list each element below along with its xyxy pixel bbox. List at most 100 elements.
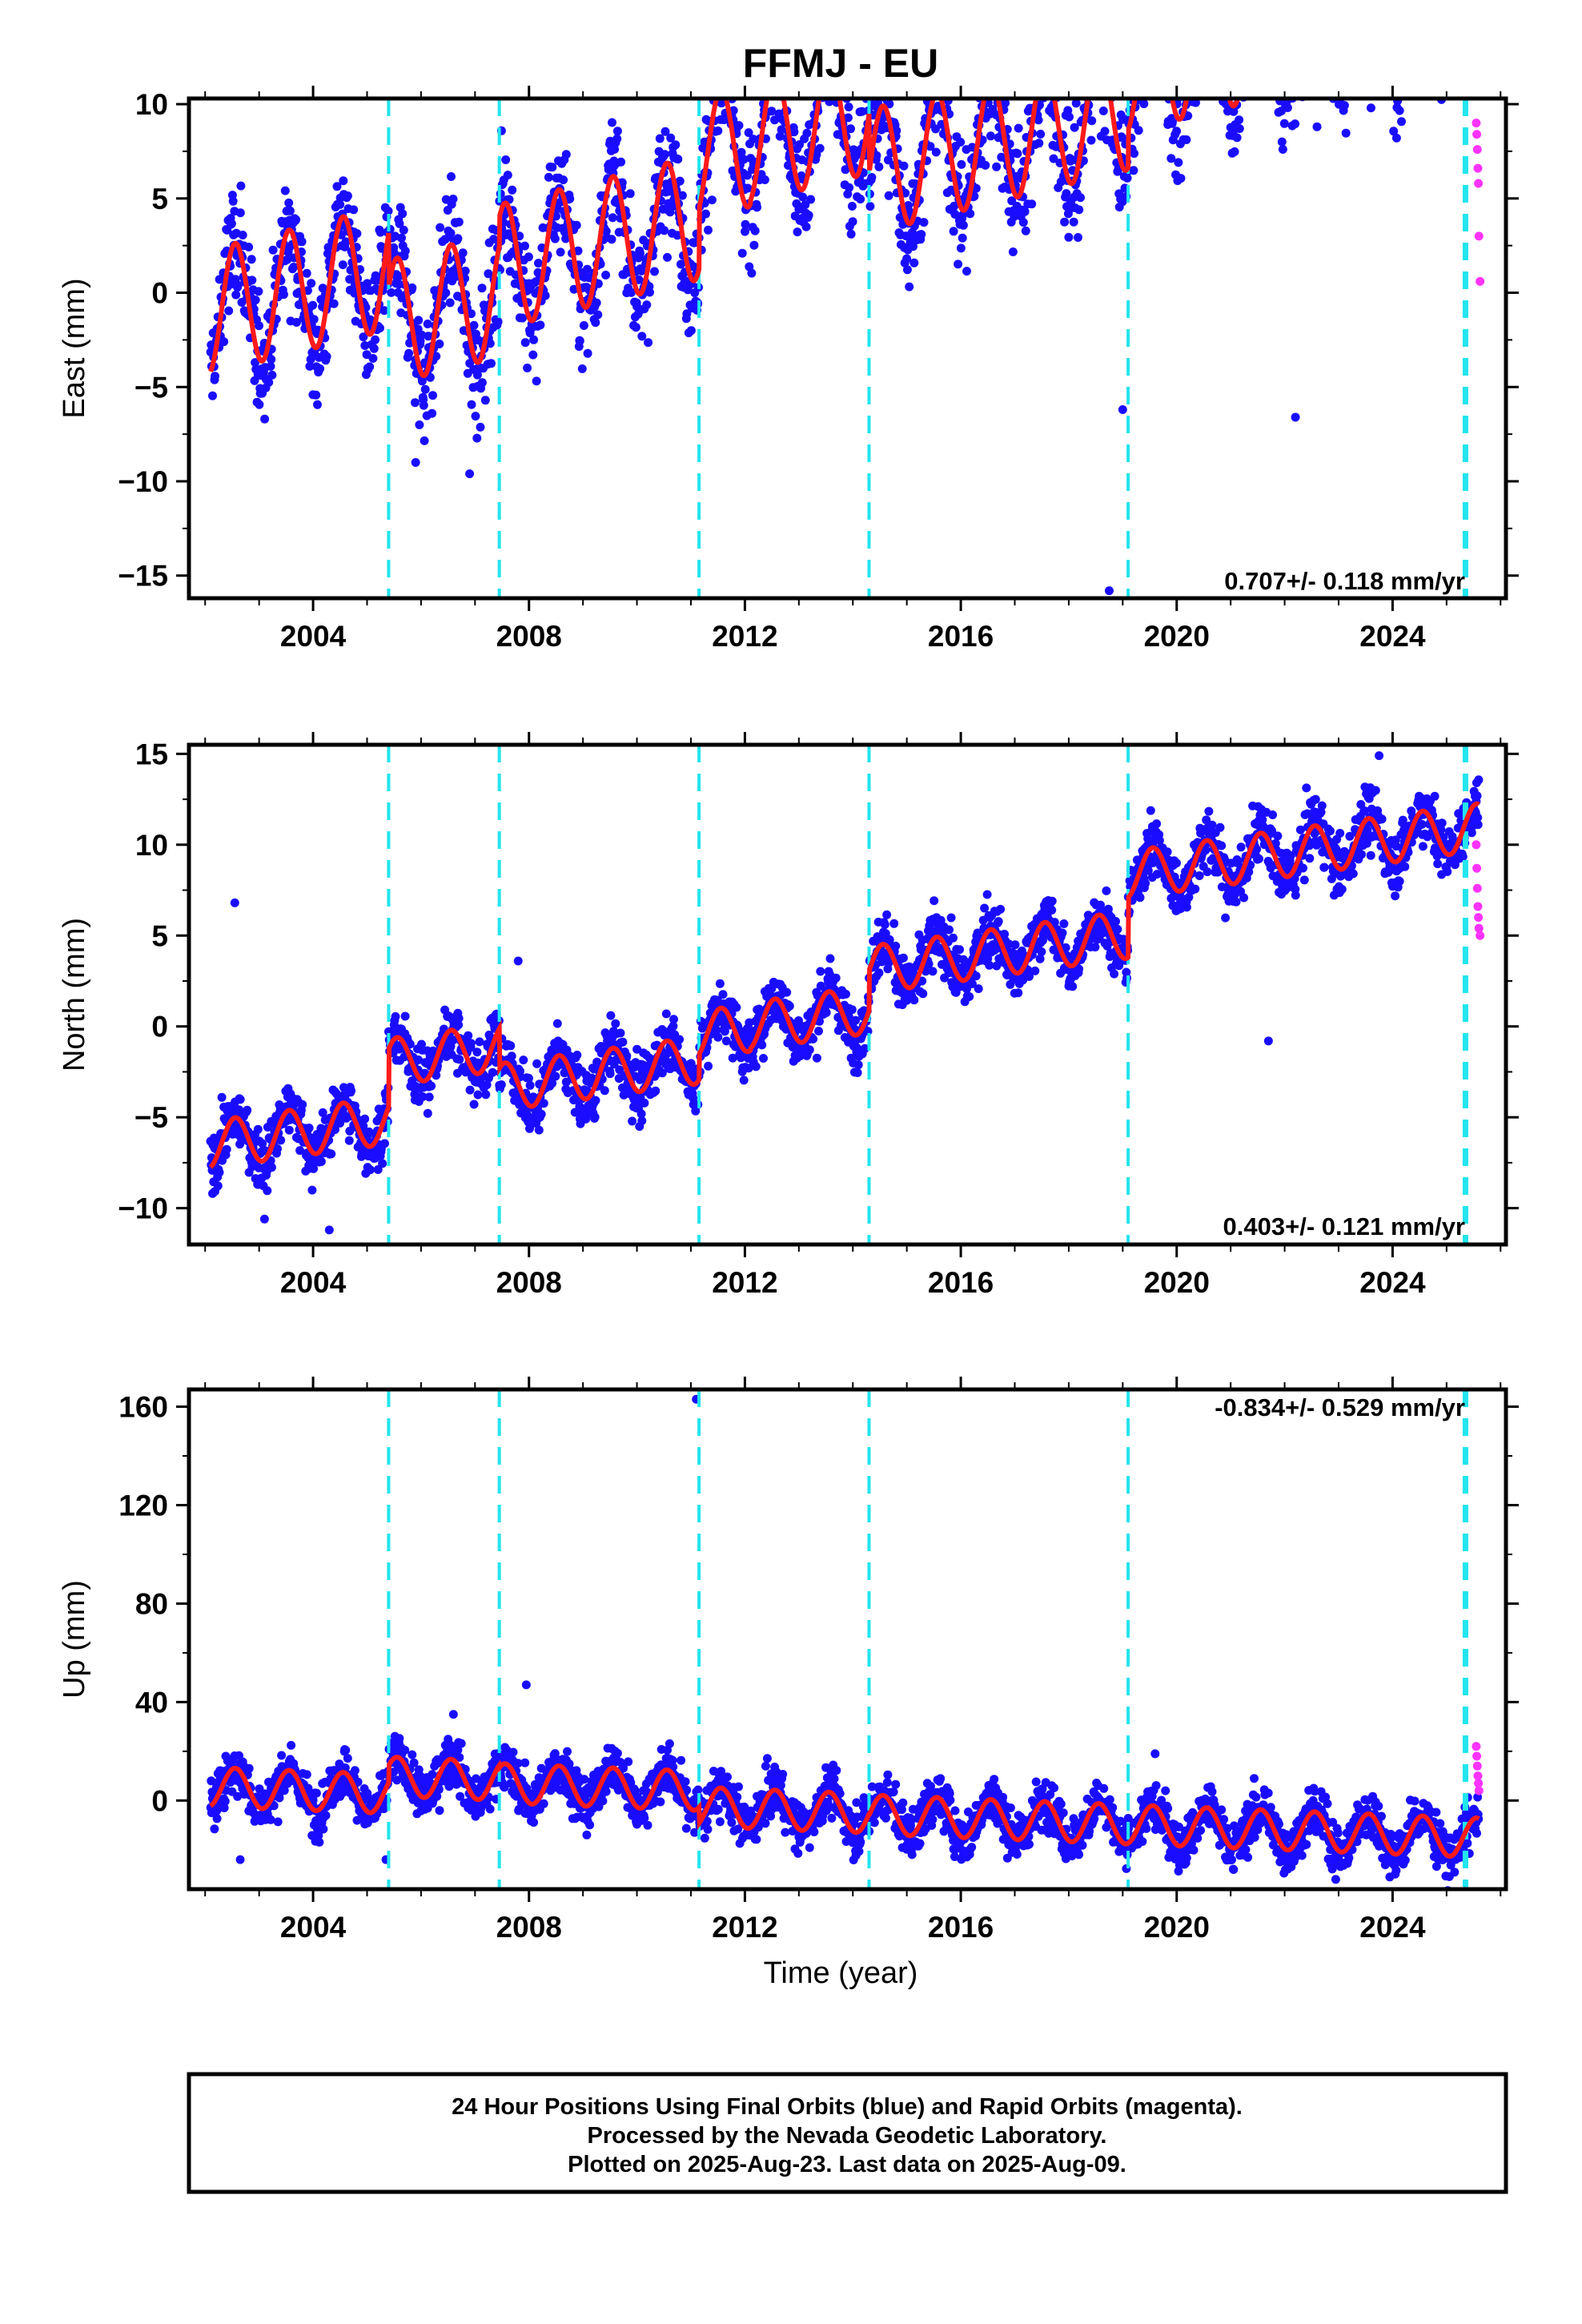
data-point xyxy=(1408,0,1417,3)
data-point xyxy=(524,1073,533,1083)
data-point xyxy=(661,127,670,136)
data-point xyxy=(1193,18,1202,27)
data-point xyxy=(1439,20,1447,29)
data-point xyxy=(1021,226,1030,235)
data-point xyxy=(247,255,256,264)
data-point xyxy=(1430,26,1439,35)
data-point xyxy=(213,1181,223,1191)
data-point xyxy=(892,126,901,135)
data-point xyxy=(828,32,837,41)
data-point xyxy=(458,248,468,258)
data-point xyxy=(1265,0,1274,5)
data-point xyxy=(1096,13,1105,22)
data-point xyxy=(436,223,445,232)
data-point xyxy=(1109,77,1118,86)
data-point xyxy=(956,243,966,253)
data-point xyxy=(793,227,802,237)
data-point xyxy=(1182,903,1191,912)
data-point xyxy=(640,1098,649,1108)
data-point xyxy=(1291,3,1300,12)
data-point xyxy=(601,271,611,279)
data-point xyxy=(1293,17,1302,26)
data-point xyxy=(660,150,669,159)
data-point xyxy=(982,890,992,899)
data-point xyxy=(1218,67,1227,76)
data-point xyxy=(940,49,949,58)
data-point xyxy=(1136,12,1145,21)
data-point xyxy=(676,259,685,269)
data-point xyxy=(1042,69,1050,78)
data-point xyxy=(1444,30,1453,39)
data-point xyxy=(332,182,342,191)
data-point xyxy=(1136,11,1145,20)
data-point xyxy=(1369,0,1378,4)
data-point xyxy=(607,235,616,244)
data-point xyxy=(770,115,779,125)
data-point xyxy=(380,1139,389,1148)
data-point xyxy=(1338,79,1347,88)
data-point xyxy=(686,326,696,336)
data-point xyxy=(1132,52,1141,61)
data-point xyxy=(1007,196,1017,206)
data-point xyxy=(561,150,571,159)
data-point xyxy=(1387,16,1395,25)
data-point xyxy=(1113,924,1122,934)
data-point xyxy=(369,344,379,353)
data-point xyxy=(843,113,853,123)
data-point xyxy=(1041,50,1050,58)
data-point xyxy=(713,33,721,42)
data-point xyxy=(1301,33,1310,42)
data-point xyxy=(1098,43,1107,52)
data-point xyxy=(477,378,487,388)
data-point xyxy=(503,171,512,180)
data-point xyxy=(1090,81,1099,90)
data-point xyxy=(1142,38,1151,46)
data-point xyxy=(1224,68,1233,77)
data-point xyxy=(1251,0,1259,1)
data-point xyxy=(734,121,744,131)
data-point xyxy=(1404,15,1413,24)
data-point xyxy=(471,412,480,421)
data-point xyxy=(1243,84,1251,93)
data-point xyxy=(308,300,318,310)
data-point xyxy=(853,1068,862,1077)
data-point xyxy=(1170,59,1178,68)
data-point xyxy=(1339,69,1347,78)
data-point xyxy=(316,1157,326,1166)
data-point xyxy=(1069,217,1078,227)
data-point xyxy=(701,209,710,219)
data-point xyxy=(827,30,836,39)
data-point xyxy=(1451,30,1460,38)
data-point xyxy=(1166,85,1174,94)
data-point xyxy=(1387,22,1396,30)
data-point xyxy=(1218,35,1227,44)
data-point xyxy=(1261,12,1270,21)
data-point xyxy=(1379,60,1388,69)
data-point xyxy=(801,222,811,231)
data-point xyxy=(682,309,692,319)
data-point xyxy=(720,1027,729,1036)
data-point xyxy=(1207,22,1215,31)
data-point xyxy=(1215,32,1223,41)
data-point xyxy=(1134,70,1143,79)
data-point xyxy=(1162,54,1170,62)
data-point xyxy=(1321,8,1330,17)
data-point xyxy=(759,1054,768,1063)
data-point xyxy=(276,1136,286,1145)
data-point xyxy=(427,1081,436,1091)
data-point xyxy=(1215,7,1223,16)
data-point xyxy=(1138,6,1146,15)
data-point xyxy=(1141,879,1150,888)
data-point xyxy=(769,88,778,97)
data-point xyxy=(1304,8,1313,17)
data-point xyxy=(306,355,315,364)
data-point xyxy=(1137,71,1146,80)
data-point xyxy=(1273,34,1282,43)
data-point xyxy=(1246,10,1255,18)
data-point xyxy=(1395,82,1403,91)
data-point xyxy=(1453,37,1462,46)
data-point xyxy=(573,246,583,255)
data-point xyxy=(1332,82,1341,91)
data-point xyxy=(1159,5,1168,14)
